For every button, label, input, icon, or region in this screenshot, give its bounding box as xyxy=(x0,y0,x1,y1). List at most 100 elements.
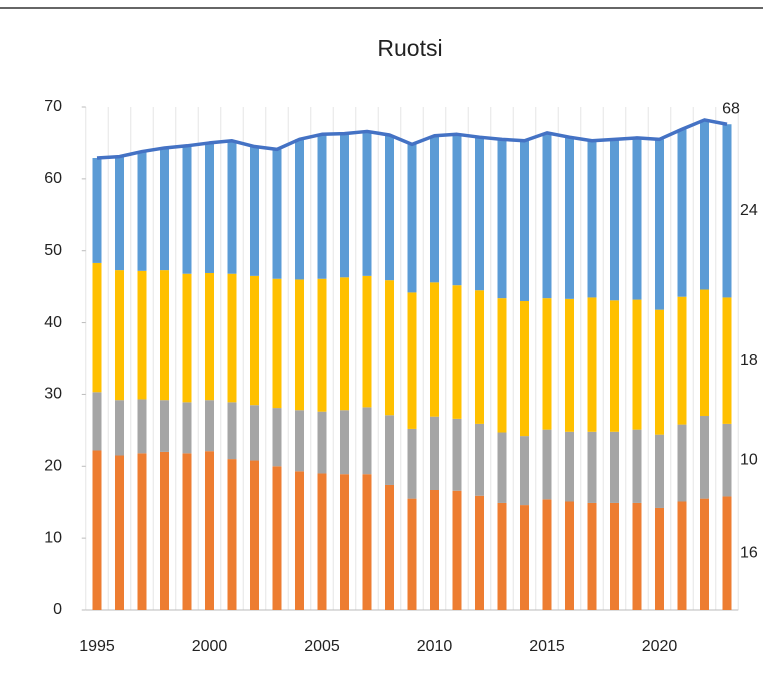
bar-segment xyxy=(317,411,327,474)
bar-segment xyxy=(452,490,462,610)
bar-segment xyxy=(475,423,484,496)
y-tick-label: 0 xyxy=(53,601,62,618)
bar-segment xyxy=(362,275,372,408)
bar-segment xyxy=(295,279,304,411)
bar-segment xyxy=(520,505,529,610)
bar-segment xyxy=(250,460,259,610)
bar-segment xyxy=(587,431,597,503)
bar-segment xyxy=(610,300,619,432)
bar-segment xyxy=(700,289,709,416)
bar-segment xyxy=(497,298,507,433)
bar-segment xyxy=(295,471,304,610)
bar-segment xyxy=(205,400,214,452)
bar-segment xyxy=(385,484,394,610)
bar-segment xyxy=(317,278,327,412)
bar-segment xyxy=(385,135,394,281)
bar-segment xyxy=(407,498,417,610)
bar-segment xyxy=(520,140,529,302)
bar-segment xyxy=(182,145,192,274)
bar-segment xyxy=(542,132,552,299)
bar-segment xyxy=(295,410,304,472)
chart-title: Ruotsi xyxy=(377,35,442,61)
bar-segment xyxy=(317,134,327,279)
bar-segment xyxy=(272,149,282,279)
y-tick-label: 60 xyxy=(44,170,62,187)
y-tick-label: 30 xyxy=(44,386,62,403)
bar-segment xyxy=(137,151,147,271)
bar-segment xyxy=(115,270,124,401)
bar-segment xyxy=(565,501,574,610)
bar-segment xyxy=(565,137,574,299)
bar-segment xyxy=(182,453,192,610)
data-label: 24 xyxy=(740,202,758,219)
x-tick-label: 1995 xyxy=(79,638,115,655)
bar-segment xyxy=(227,402,237,460)
bar-segment xyxy=(272,278,282,409)
bar-segment xyxy=(632,299,642,430)
bar-segment xyxy=(227,140,237,274)
bar-segment xyxy=(137,453,147,610)
bar-segment xyxy=(182,402,192,454)
bar-segment xyxy=(92,158,102,263)
bar-segment xyxy=(272,408,282,467)
bar-segment xyxy=(655,139,664,310)
bar-segment xyxy=(452,134,462,286)
bar-segment xyxy=(520,436,529,506)
bar-segment xyxy=(700,415,709,499)
bar-segment xyxy=(205,142,214,273)
bar-segment xyxy=(587,297,597,432)
bar-segment xyxy=(542,499,552,610)
bar-segment xyxy=(160,270,169,401)
bar-segment xyxy=(115,156,124,271)
bar-segment xyxy=(452,418,462,491)
bar-segment xyxy=(227,459,237,610)
bar-segment xyxy=(407,292,417,429)
x-tick-label: 2015 xyxy=(529,638,565,655)
data-label: 68 xyxy=(722,100,740,117)
bar-segment xyxy=(497,502,507,610)
bar-segment xyxy=(475,495,484,610)
bar-segment xyxy=(160,147,169,271)
bar-segment xyxy=(722,423,732,497)
bar-segment xyxy=(655,309,664,435)
bar-segment xyxy=(137,270,147,400)
bar-segment xyxy=(407,428,417,499)
data-label: 10 xyxy=(740,451,758,468)
x-tick-label: 2005 xyxy=(304,638,340,655)
bar-segment xyxy=(115,400,124,456)
bar-segment xyxy=(340,277,349,411)
y-tick-label: 10 xyxy=(44,529,62,546)
bar-segment xyxy=(700,498,709,610)
bar-segment xyxy=(722,496,732,610)
bar-segment xyxy=(677,424,687,502)
bar-segment xyxy=(610,139,619,301)
bar-segment xyxy=(227,273,237,403)
bar-segment xyxy=(632,429,642,503)
bar-segment xyxy=(137,399,147,454)
bar-segment xyxy=(542,429,552,500)
bar-segment xyxy=(92,392,102,451)
y-tick-label: 50 xyxy=(44,242,62,259)
bar-segment xyxy=(497,432,507,503)
bar-segment xyxy=(362,474,372,610)
bar-segment xyxy=(182,273,192,403)
bar-segment xyxy=(385,415,394,485)
bar-segment xyxy=(407,144,417,293)
bar-segment xyxy=(475,290,484,424)
bar-segment xyxy=(205,272,214,401)
bar-segment xyxy=(497,139,507,299)
y-tick-label: 70 xyxy=(44,98,62,115)
bar-segment xyxy=(722,297,732,424)
bar-segment xyxy=(520,301,529,437)
bar-segment xyxy=(430,282,439,417)
bar-segment xyxy=(632,502,642,610)
bar-segment xyxy=(340,410,349,475)
bar-segment xyxy=(115,455,124,610)
bar-segment xyxy=(677,501,687,610)
data-label: 16 xyxy=(740,544,758,561)
bar-segment xyxy=(565,298,574,432)
x-tick-label: 2020 xyxy=(642,638,678,655)
bar-segment xyxy=(677,296,687,425)
bar-segment xyxy=(295,139,304,280)
